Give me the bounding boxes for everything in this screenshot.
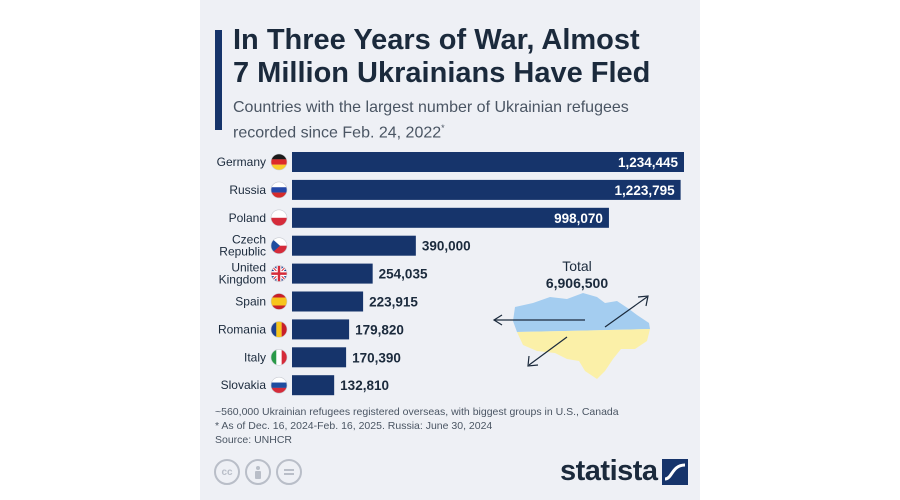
ukraine-map-upper — [513, 293, 650, 332]
total-label: Total — [562, 258, 592, 274]
category-label-7: Italy — [244, 350, 266, 364]
flow-arrow-northeast — [604, 296, 648, 328]
chart-title: In Three Years of War, Almost 7 Million … — [233, 24, 683, 90]
romania-flag-icon — [270, 321, 288, 338]
bar-8 — [292, 375, 335, 396]
subtitle-footnote-mark: * — [441, 123, 445, 133]
footnotes: ~560,000 Ukrainian refugees registered o… — [215, 405, 685, 447]
title-line-2: 7 Million Ukrainians Have Fled — [233, 57, 651, 89]
category-label-5: Spain — [235, 295, 266, 309]
slovakia-flag-icon — [270, 376, 288, 394]
category-label-4: United Kingdom — [219, 261, 266, 287]
no-derivatives-icon — [276, 459, 302, 485]
title-accent-bar — [215, 30, 222, 130]
value-label-0: 1,234,445 — [618, 155, 679, 170]
bars-layer: Germany 1,234,445 Russia 1,223,795 Poland 998… — [217, 152, 684, 396]
value-label-5: 223,915 — [369, 295, 418, 310]
category-label-0: Germany — [217, 155, 266, 169]
czech-flag-icon — [270, 237, 288, 254]
bar-0 — [292, 152, 684, 172]
flow-arrowhead-southwest — [527, 355, 539, 367]
bar-1 — [292, 179, 681, 200]
category-label-2: Poland — [229, 211, 266, 225]
title-line-1: In Three Years of War, Almost — [233, 24, 640, 56]
russia-flag-icon — [270, 181, 288, 199]
value-label-4: 254,035 — [379, 267, 428, 282]
category-label-6: Romania — [218, 322, 266, 336]
license-icons: cc — [214, 459, 302, 487]
chart-subtitle: Countries with the largest number of Ukr… — [233, 97, 683, 143]
flow-arrowhead-northeast — [637, 295, 649, 307]
subtitle-text: Countries with the largest number of Ukr… — [233, 99, 629, 142]
bar-5 — [292, 291, 364, 312]
ukraine-map-lower — [517, 329, 650, 379]
ukraine-map-icon — [492, 293, 650, 379]
bar-4 — [292, 263, 373, 284]
flow-arrow-southwest — [528, 336, 568, 366]
footnote-dates: * As of Dec. 16, 2024-Feb. 16, 2025. Rus… — [215, 420, 493, 432]
footnote-overseas: ~560,000 Ukrainian refugees registered o… — [215, 406, 619, 418]
category-label-8: Slovakia — [221, 378, 267, 392]
bar-3 — [292, 235, 416, 256]
attribution-icon — [245, 459, 271, 485]
category-label-1: Russia — [229, 183, 266, 197]
statista-logo: statista — [560, 455, 688, 488]
brand-name: statista — [560, 455, 658, 487]
value-label-7: 170,390 — [352, 350, 401, 365]
bar-2 — [292, 207, 609, 228]
bar-6 — [292, 319, 350, 340]
bar-7 — [292, 347, 347, 368]
spain-flag-icon — [270, 293, 288, 310]
value-label-6: 179,820 — [355, 322, 404, 337]
italy-flag-icon — [270, 349, 288, 366]
statista-mark-icon — [661, 458, 688, 485]
total-value: 6,906,500 — [546, 275, 608, 291]
flow-arrowhead-west — [492, 314, 503, 326]
value-label-2: 998,070 — [554, 211, 603, 226]
uk-flag-icon — [270, 265, 288, 282]
creative-commons-icon: cc — [214, 459, 240, 485]
category-label-3: Czech Republic — [219, 233, 266, 259]
value-label-3: 390,000 — [422, 239, 471, 254]
value-label-8: 132,810 — [340, 378, 389, 393]
poland-flag-icon — [270, 209, 288, 227]
germany-flag-icon — [270, 153, 288, 171]
value-label-1: 1,223,795 — [615, 183, 676, 198]
bar-chart: Germany 1,234,445 Russia 1,223,795 Poland 998… — [217, 152, 684, 396]
source-note: Source: UNHCR — [215, 434, 293, 446]
